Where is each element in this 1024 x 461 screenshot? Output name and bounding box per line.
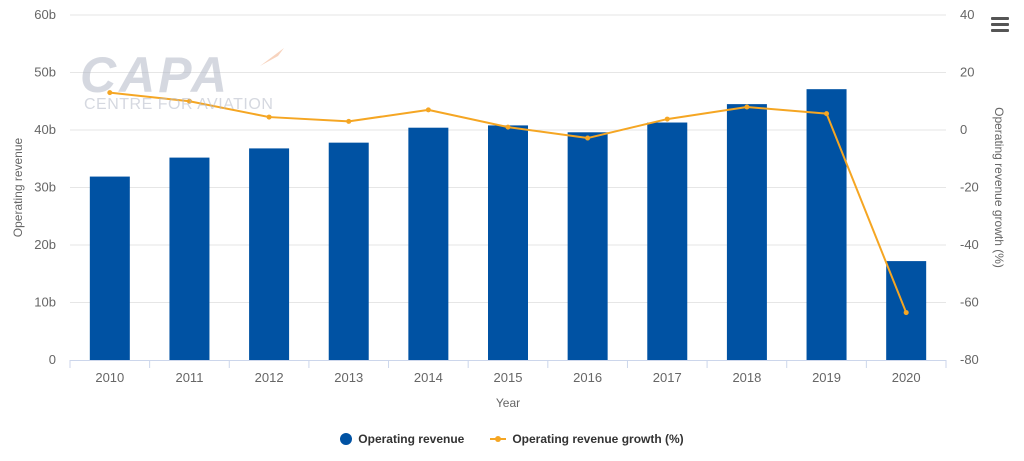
legend-label-operating-revenue-growth: Operating revenue growth (%)	[512, 432, 684, 446]
legend-symbol-operating-revenue-growth	[490, 433, 507, 445]
legend-label-operating-revenue: Operating revenue	[358, 432, 465, 446]
x-axis-tick-label: 2011	[175, 370, 203, 385]
y2-axis-tick-label: 0	[960, 122, 967, 137]
x-axis-tick-label: 2018	[732, 370, 761, 385]
x-axis-tick-label: 2016	[573, 370, 602, 385]
x-axis-tick-label: 2017	[653, 370, 682, 385]
x-axis-tick-label: 2015	[494, 370, 523, 385]
y2-axis-tick-label: -60	[960, 295, 979, 310]
bar-operating-revenue	[647, 122, 688, 361]
y-axis-tick-label: 20b	[34, 237, 56, 252]
point-operating-revenue-growth	[744, 104, 750, 110]
bar-operating-revenue	[328, 142, 369, 360]
x-axis-tick-label: 2012	[255, 370, 284, 385]
bar-operating-revenue	[726, 104, 767, 360]
hamburger-menu-icon-bar	[991, 29, 1009, 32]
y2-axis-title: Operating revenue growth (%)	[992, 107, 1006, 268]
point-operating-revenue-growth	[186, 98, 192, 104]
chart-menu-button[interactable]	[988, 14, 1012, 36]
legend-item-operating-revenue-growth[interactable]: Operating revenue growth (%)	[490, 432, 684, 446]
point-operating-revenue-growth	[346, 118, 352, 124]
y-axis-tick-label: 40b	[34, 122, 56, 137]
bar-operating-revenue	[89, 176, 130, 360]
y-axis-tick-label: 10b	[34, 295, 56, 310]
y2-axis-tick-label: -20	[960, 180, 979, 195]
bar-operating-revenue	[169, 157, 210, 360]
x-axis-tick-label: 2014	[414, 370, 443, 385]
point-operating-revenue-growth	[107, 90, 113, 96]
x-axis-tick-label: 2019	[812, 370, 841, 385]
bar-operating-revenue	[488, 125, 528, 361]
y-axis-tick-label: 0	[49, 352, 56, 367]
bar-operating-revenue	[249, 148, 290, 360]
x-axis-tick-label: 2010	[95, 370, 124, 385]
point-operating-revenue-growth	[903, 310, 909, 316]
y-axis-tick-label: 60b	[34, 7, 56, 22]
y2-axis-tick-label: -40	[960, 237, 979, 252]
point-operating-revenue-growth	[266, 114, 272, 120]
y2-axis-tick-label: 20	[960, 65, 974, 80]
y2-axis-tick-label: 40	[960, 7, 974, 22]
y-axis-tick-label: 30b	[34, 180, 56, 195]
x-axis-tick-label: 2020	[892, 370, 921, 385]
hamburger-menu-icon-bar	[991, 23, 1009, 26]
x-axis-title: Year	[496, 396, 520, 410]
chart-legend: Operating revenue Operating revenue grow…	[0, 428, 1024, 450]
y-axis-tick-label: 50b	[34, 65, 56, 80]
point-operating-revenue-growth	[824, 111, 830, 117]
legend-item-operating-revenue[interactable]: Operating revenue	[340, 432, 464, 446]
point-operating-revenue-growth	[425, 107, 431, 113]
x-axis-tick-label: 2013	[334, 370, 363, 385]
legend-symbol-operating-revenue	[340, 433, 353, 445]
point-operating-revenue-growth	[505, 124, 511, 130]
y-axis-title: Operating revenue	[11, 137, 25, 237]
bar-operating-revenue	[408, 127, 449, 360]
point-operating-revenue-growth	[664, 116, 670, 122]
bar-operating-revenue	[567, 132, 608, 360]
bar-operating-revenue	[806, 89, 847, 361]
y2-axis-tick-label: -80	[960, 352, 979, 367]
point-operating-revenue-growth	[585, 135, 591, 141]
hamburger-menu-icon-bar	[991, 17, 1009, 20]
